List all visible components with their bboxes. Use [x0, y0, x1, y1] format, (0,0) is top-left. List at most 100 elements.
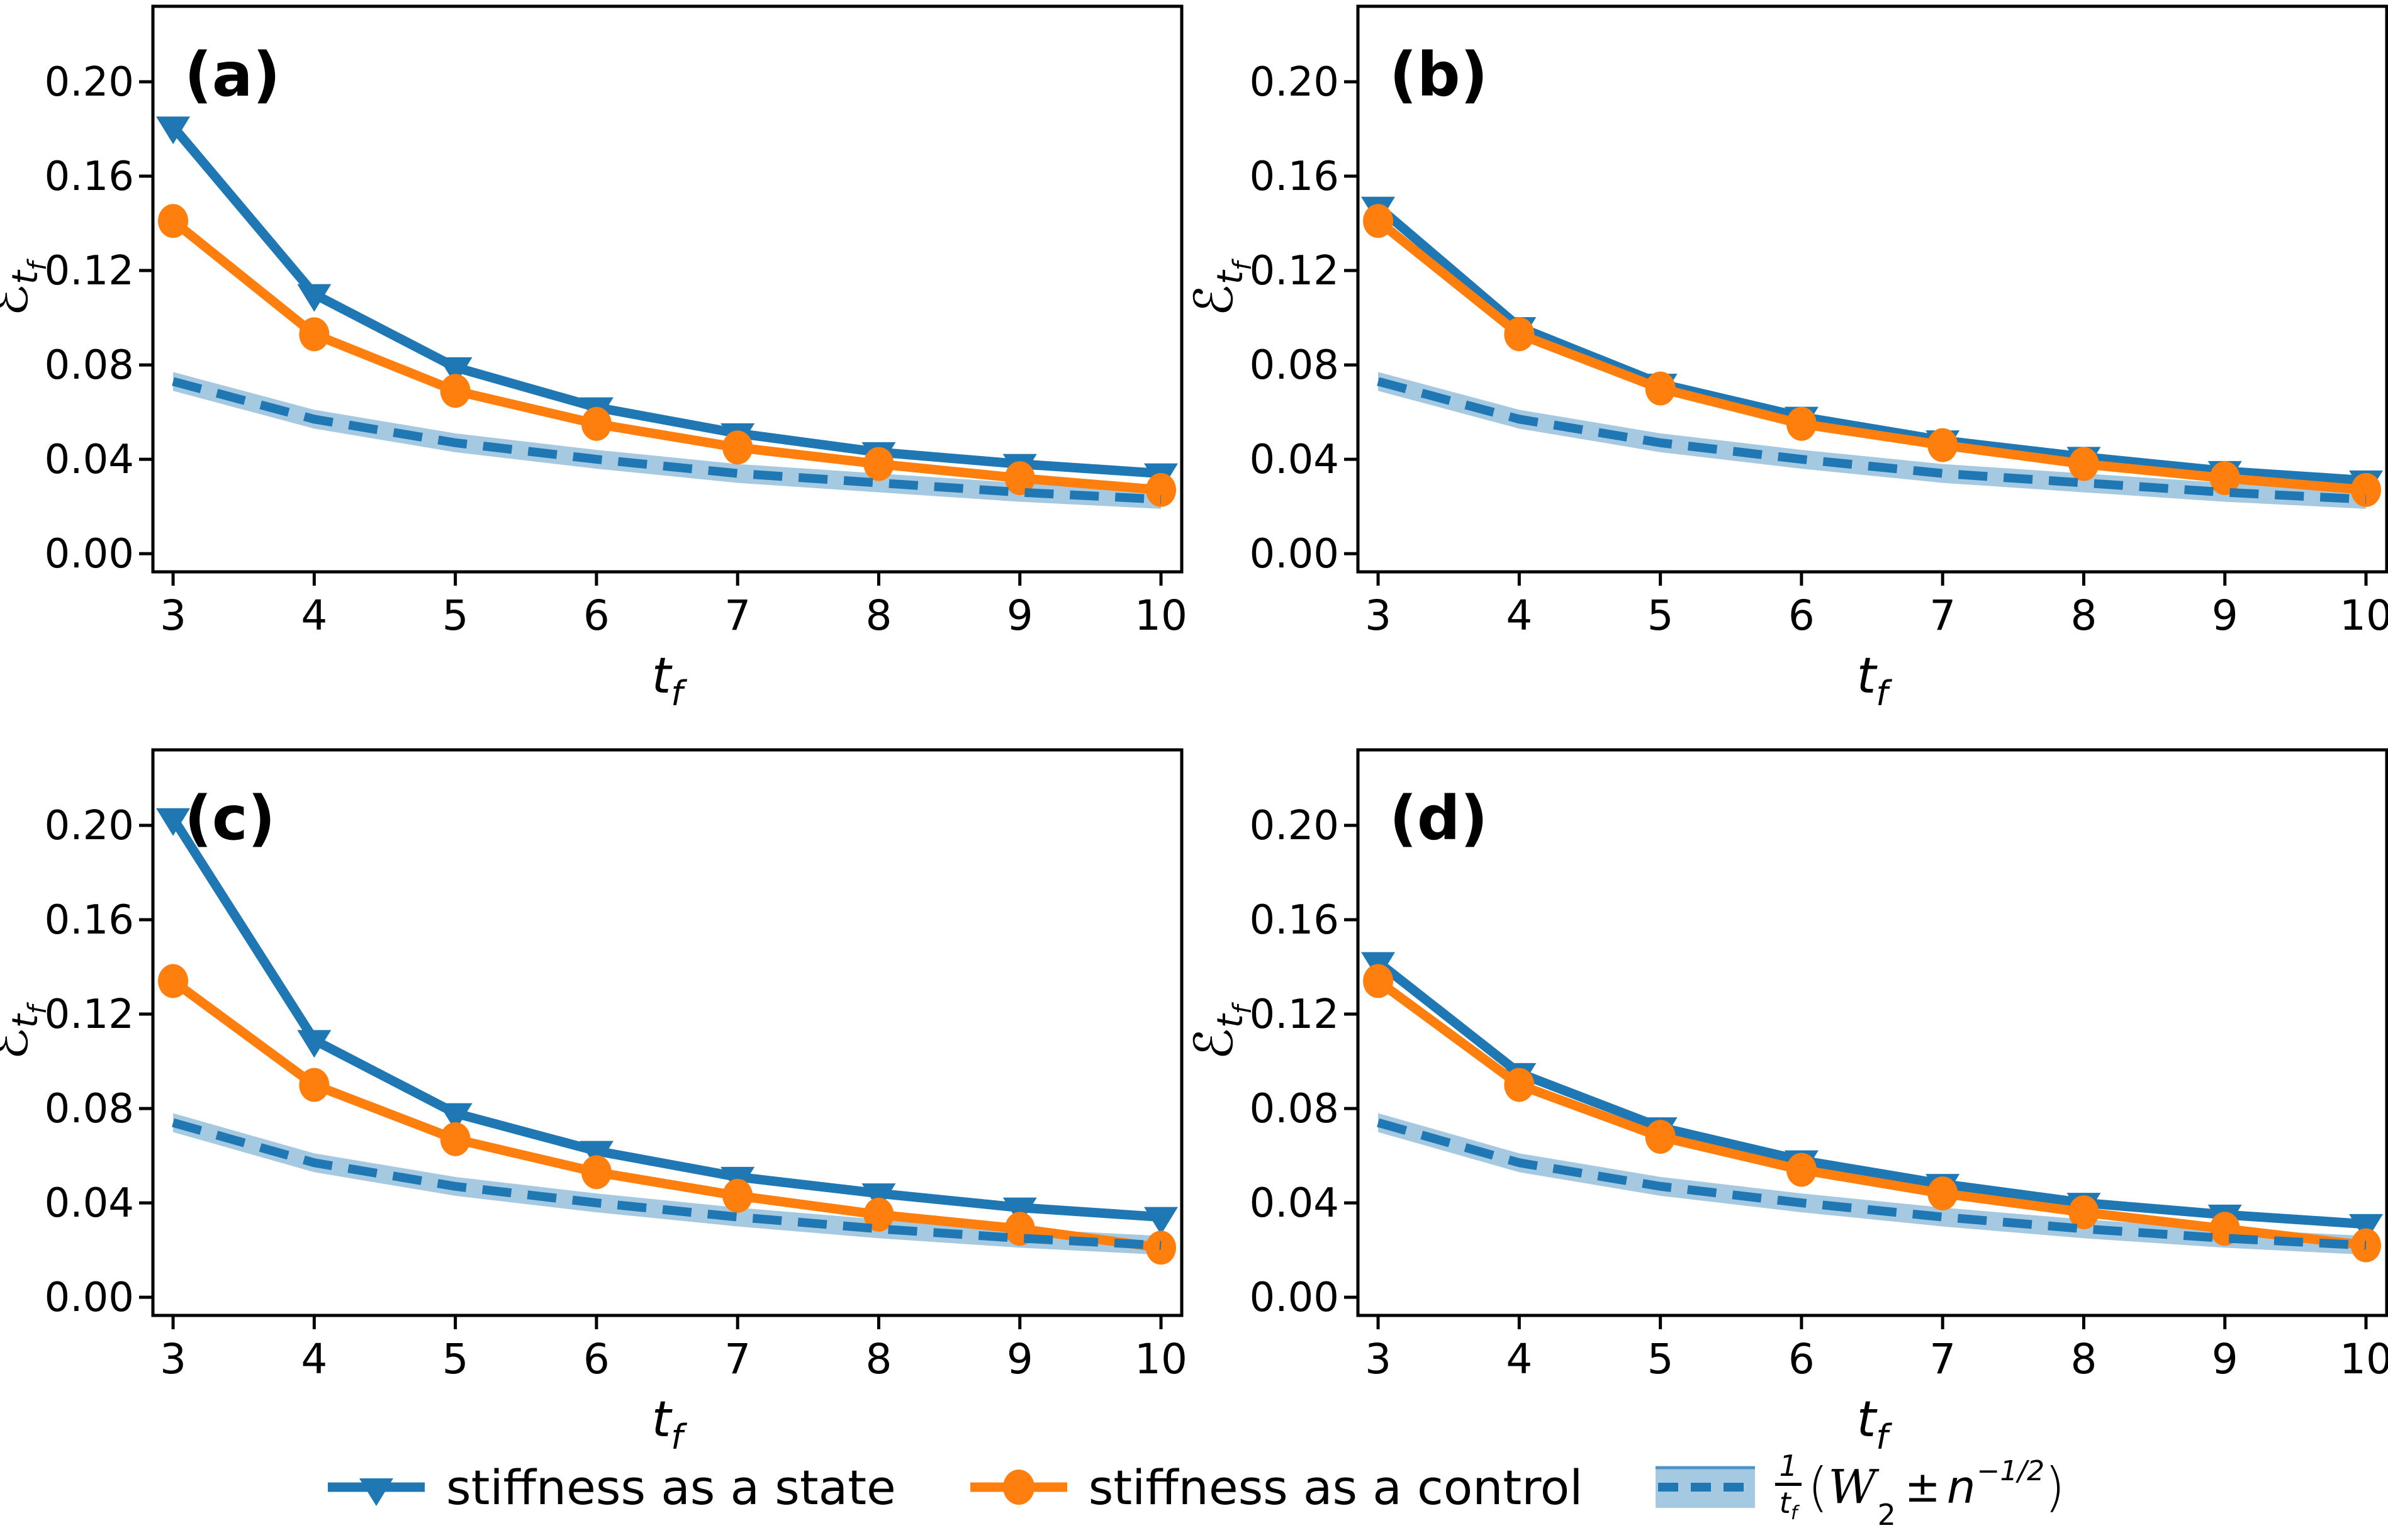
- y-tick-label: 0.08: [1250, 1086, 1340, 1132]
- bound-band: [1378, 1113, 2367, 1255]
- bound-band-icon: [1656, 1466, 1756, 1508]
- w-subscript-2: 2: [1877, 1498, 1896, 1532]
- control-marker: [863, 447, 894, 481]
- control-marker: [1927, 1176, 1958, 1211]
- control-marker: [1504, 317, 1535, 352]
- y-tick-label: 0.12: [45, 991, 135, 1038]
- script-w-symbol: W: [1828, 1460, 1876, 1514]
- legend-item-control: stiffness as a control: [965, 1456, 1583, 1519]
- control-marker: [722, 430, 753, 465]
- panel-label: (a): [184, 40, 281, 110]
- close-paren: ): [2044, 1456, 2065, 1518]
- control-marker: [863, 1197, 894, 1232]
- panel-label: (b): [1389, 40, 1488, 110]
- legend-item-bound: 1 tf ( W 2 ± n −1/2 ): [1652, 1448, 2065, 1532]
- y-tick-label: 0.04: [45, 1180, 135, 1227]
- axes-box: [1356, 748, 2388, 1317]
- control-marker: [1004, 461, 1035, 496]
- state-marker: [438, 1103, 473, 1131]
- x-tick-label: 10: [2340, 1335, 2388, 1383]
- panel-d-chart: 3 4 5 6 7 8 9 100.000.040.080.120.160.20 (d)tfℰt…: [1183, 748, 2388, 1457]
- x-tick-label: 6: [583, 591, 610, 640]
- control-line: [170, 977, 1162, 1253]
- y-axis-label: ℰtf: [0, 1002, 52, 1060]
- bound-band: [173, 1113, 1162, 1255]
- y-tick-label: 0.20: [1250, 59, 1340, 106]
- y-tick-label: 0.16: [45, 897, 135, 944]
- control-marker: [299, 1068, 330, 1102]
- y-tick-label: 0.04: [1250, 1180, 1340, 1227]
- fraction-bar: [1775, 1482, 1802, 1486]
- axes-box: [1356, 4, 2388, 574]
- legend-label-bound-formula: 1 tf ( W 2 ± n −1/2 ): [1775, 1448, 2065, 1532]
- x-tick-label: 5: [442, 591, 469, 640]
- axes-box: [151, 4, 1184, 574]
- y-tick-label: 0.04: [1250, 437, 1340, 483]
- y-tick-label: 0.08: [45, 1086, 135, 1132]
- x-tick-label: 10: [1135, 591, 1187, 640]
- plus-minus-symbol: ±: [1904, 1462, 1941, 1512]
- y-tick-label: 0.08: [45, 342, 135, 389]
- state-line: [1375, 958, 2367, 1229]
- state-marker: [1144, 1207, 1179, 1235]
- bound-dashed-line: [1377, 1118, 2367, 1250]
- t-symbol: t: [1779, 1485, 1791, 1520]
- control-marker: [440, 1122, 471, 1156]
- y-tick-label: 0.00: [45, 1275, 135, 1321]
- x-axis-label: tf: [1857, 648, 1893, 713]
- control-marker: [581, 1155, 612, 1190]
- fraction-denominator: tf: [1780, 1488, 1798, 1523]
- control-marker: [2351, 472, 2382, 507]
- x-tick-label: 8: [2070, 591, 2097, 640]
- state-marker: [156, 808, 191, 836]
- y-tick-label: 0.12: [1250, 991, 1340, 1038]
- x-tick-label: 5: [1647, 591, 1674, 640]
- x-tick-label: 3: [1365, 1335, 1391, 1383]
- control-marker: [158, 204, 189, 238]
- y-tick-label: 0.20: [1250, 803, 1340, 849]
- bound-dashed-line: [172, 1118, 1162, 1250]
- fraction-numerator: 1: [1779, 1448, 1798, 1483]
- control-marker: [581, 406, 612, 441]
- x-axis-label: tf: [652, 1392, 688, 1457]
- x-tick-label: 3: [1365, 591, 1391, 640]
- legend: stiffness as a state stiffness as a cont…: [0, 1434, 2388, 1540]
- x-tick-label: 7: [1929, 1335, 1956, 1383]
- control-line: [1375, 977, 2367, 1251]
- y-tick-label: 0.12: [1250, 248, 1340, 294]
- x-tick-label: 10: [2340, 591, 2388, 640]
- panel-a-chart: 3456789100.000.040.080.120.160.20(a)tfℰt…: [0, 4, 1187, 713]
- state-line: [169, 123, 1162, 479]
- state-marker: [297, 284, 332, 312]
- control-marker: [1363, 964, 1394, 998]
- panel-label: (d): [1389, 783, 1488, 854]
- state-marker: [297, 1030, 332, 1058]
- control-marker: [2068, 447, 2099, 481]
- axes-box: [151, 748, 1184, 1317]
- state-marker: [2349, 1214, 2384, 1242]
- open-paren: (: [1807, 1456, 1829, 1518]
- control-marker: [1504, 1068, 1535, 1102]
- x-tick-label: 10: [1135, 1335, 1187, 1383]
- n-symbol: n: [1946, 1461, 1976, 1514]
- y-tick-label: 0.16: [1250, 897, 1340, 944]
- x-tick-label: 6: [1788, 591, 1815, 640]
- panel-label: (c): [184, 783, 276, 854]
- x-tick-label: 7: [724, 591, 751, 640]
- y-tick-label: 0.16: [45, 153, 135, 200]
- state-line: [169, 815, 1162, 1222]
- y-tick-label: 0.08: [1250, 342, 1340, 389]
- x-tick-label: 7: [1929, 591, 1956, 640]
- control-marker: [440, 374, 471, 408]
- x-tick-label: 4: [301, 591, 327, 640]
- control-marker: [1645, 371, 1676, 406]
- bound-band: [1378, 372, 2367, 509]
- control-marker: [1927, 428, 1958, 462]
- x-tick-label: 9: [1007, 591, 1033, 640]
- state-marker: [861, 1183, 896, 1212]
- n-exponent: −1/2: [1976, 1454, 2045, 1487]
- bound-band: [173, 372, 1162, 509]
- control-line: [1375, 217, 2367, 495]
- legend-label-state: stiffness as a state: [446, 1459, 896, 1515]
